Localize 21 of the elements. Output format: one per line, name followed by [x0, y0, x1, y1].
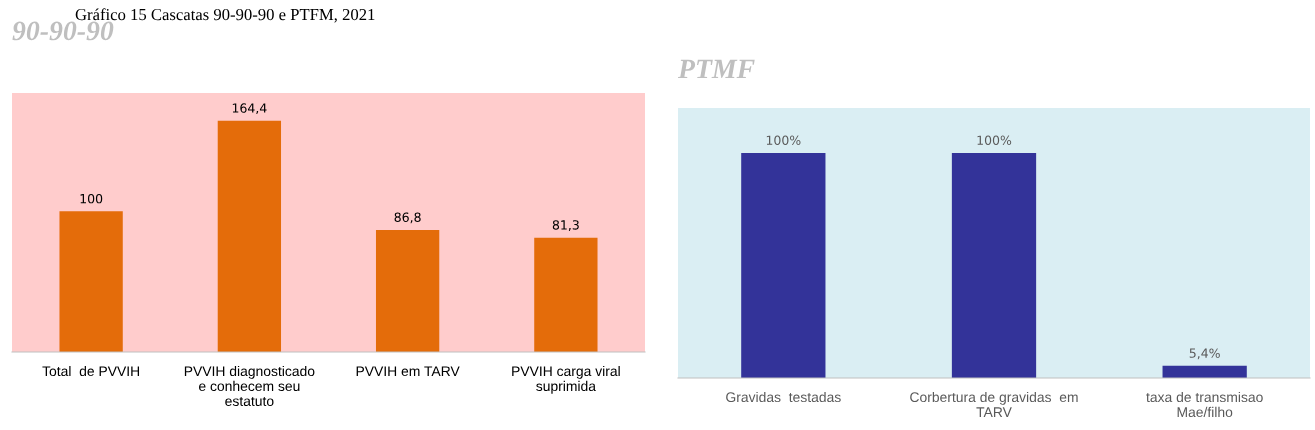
data-label: 86,8 [394, 212, 421, 224]
bar [375, 229, 440, 352]
text: Gráfico 15 Cascatas 90-90-90 e PTFM, 2021 [75, 8, 375, 23]
chart-title: 90-90-90 [12, 21, 114, 41]
bar [217, 120, 282, 352]
bar [534, 237, 598, 352]
data-label: 100% [766, 135, 801, 146]
data-label: 81,3 [552, 220, 579, 231]
x-tick-label: Total de PVVIH [42, 365, 140, 377]
bar [59, 211, 123, 352]
data-label: 5,4% [1189, 348, 1220, 360]
data-label: 100% [977, 135, 1012, 146]
x-tick-label: Corbertura de gravidas em TARV [910, 391, 1078, 417]
x-tick-label: taxa de transmisao Mae/filho [1146, 391, 1263, 418]
data-label: 100 [80, 193, 103, 204]
x-tick-label: PVVIH carga viral suprimida [512, 365, 620, 394]
x-tick-label: Gravidas testadas [726, 391, 841, 403]
data-label: 164,4 [232, 103, 267, 115]
x-tick-label: PVVIH em TARV [356, 366, 460, 377]
chart-title: PTMF [677, 59, 755, 78]
x-tick-label: PVVIH diagnosticado e conhecem seu estatuto [184, 365, 315, 407]
